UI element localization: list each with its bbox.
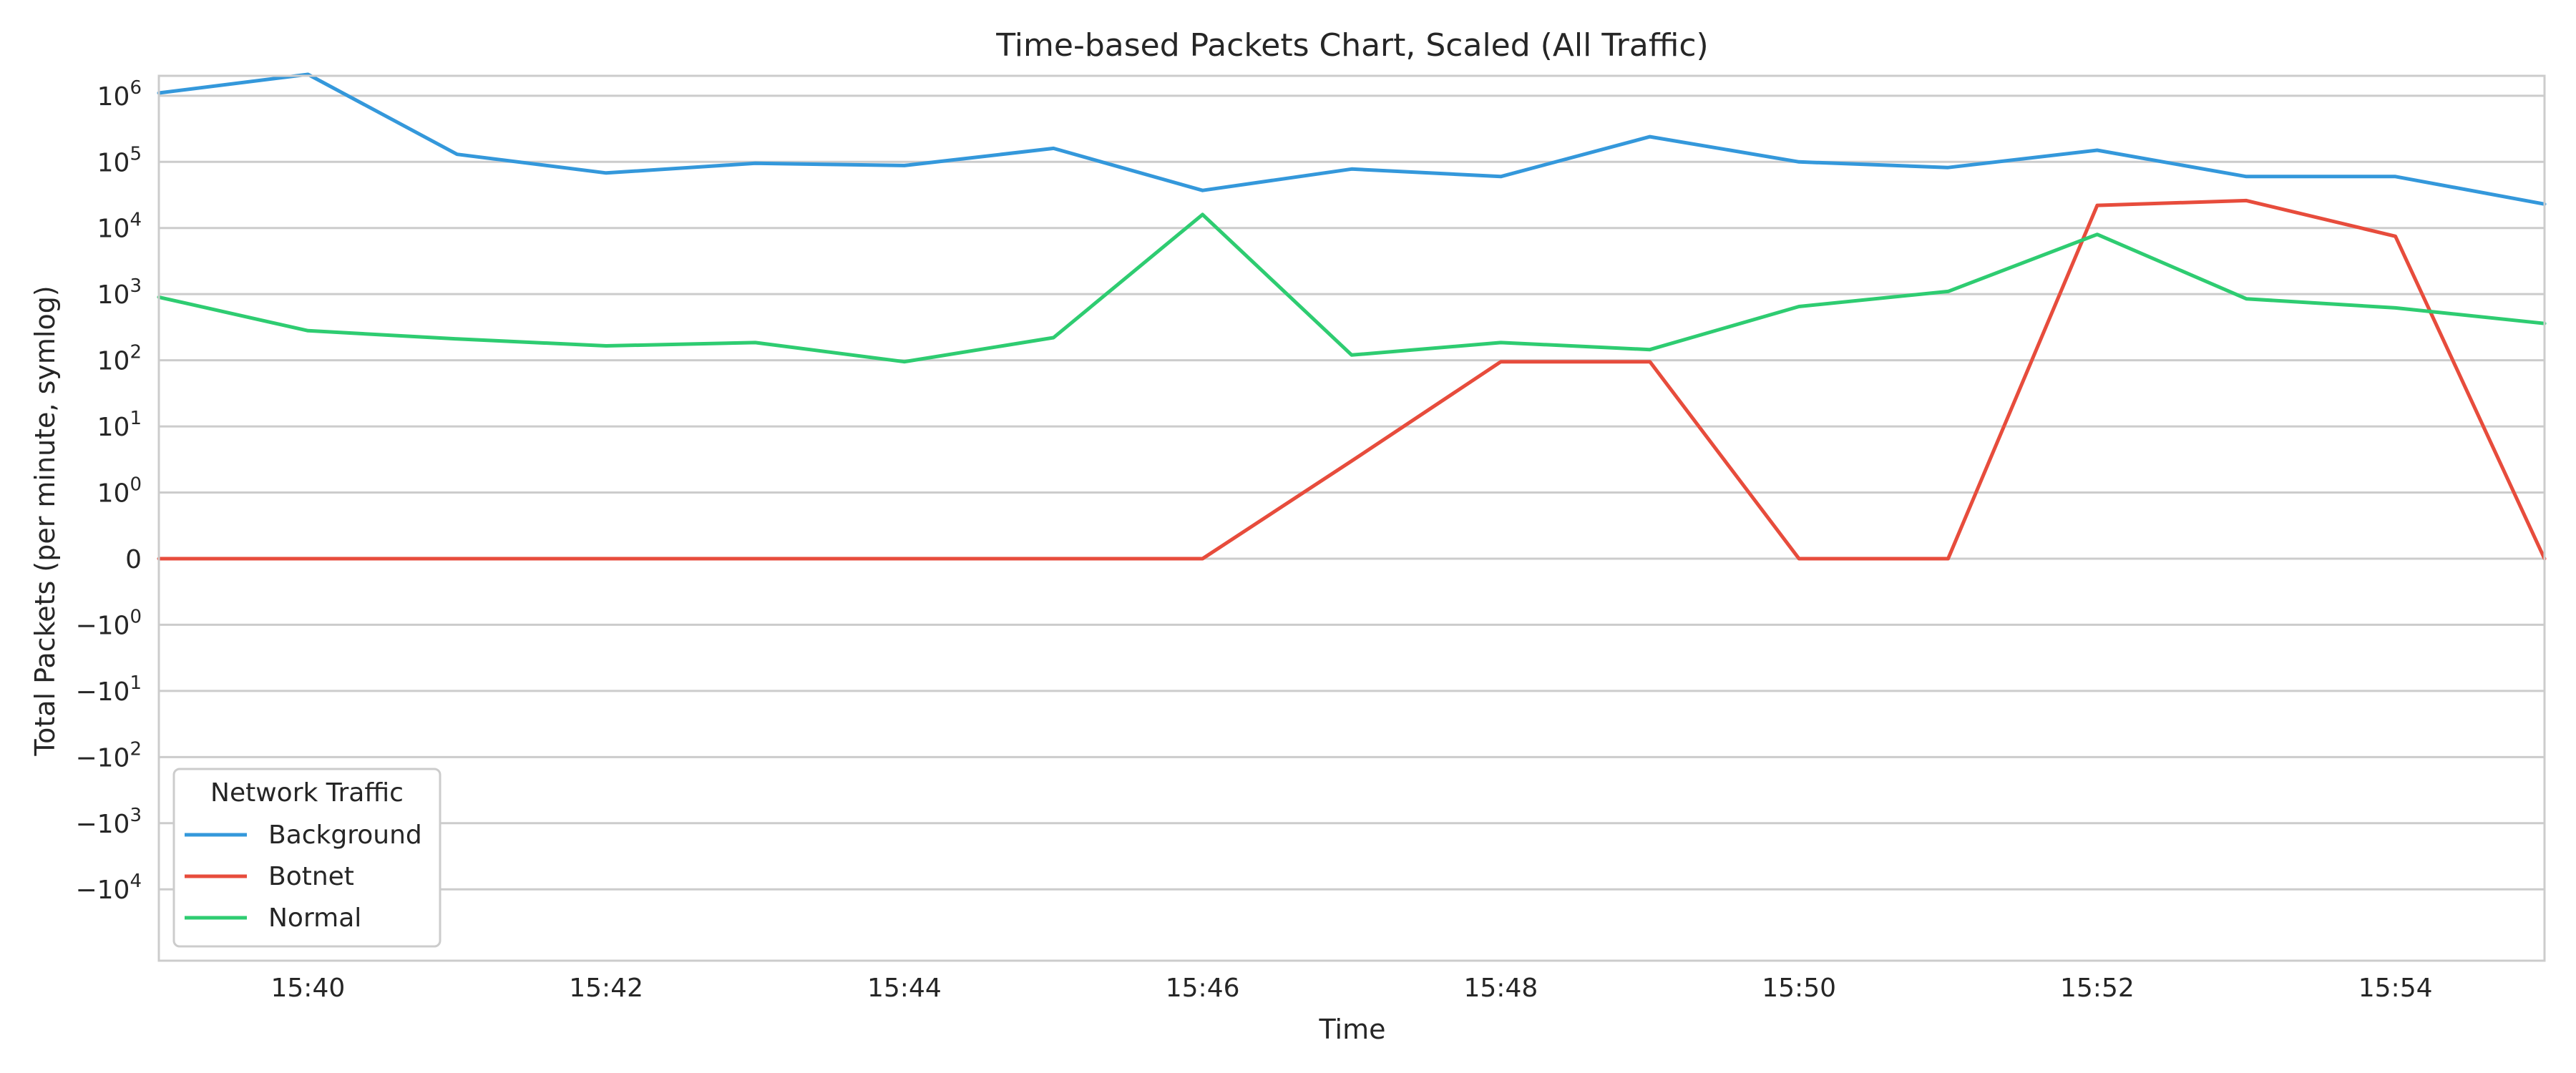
x-tick-label: 15:50 [1762,974,1836,1003]
y-tick-label: −101 [75,672,142,707]
series-layer [157,72,2547,561]
y-tick-label: 103 [97,275,142,310]
x-tick-label: 15:46 [1166,974,1240,1003]
y-tick-label: 102 [97,342,142,376]
y-tick-label: 100 [97,474,142,509]
series-line-normal [157,212,2547,364]
x-tick-label: 15:40 [271,974,346,1003]
legend-items: Background Botnet Normal [185,820,422,933]
plot-frame [157,74,2546,962]
legend: Network Traffic Background Botnet Normal [172,768,441,948]
x-tick-label: 15:44 [867,974,942,1003]
x-tick-label: 15:52 [2060,974,2135,1003]
y-tick-label: 0 [125,545,142,574]
y-tick-label: 101 [97,408,142,442]
legend-label-botnet: Botnet [268,862,354,891]
x-axis-label: Time [1319,1014,1386,1045]
series-line-botnet [157,198,2547,561]
series-line-background [157,72,2547,206]
chart-title: Time-based Packets Chart, Scaled (All Tr… [995,27,1708,64]
legend-label-background: Background [268,820,422,850]
x-tick-label: 15:48 [1464,974,1538,1003]
legend-title: Network Traffic [210,778,404,808]
y-axis-label: Total Packets (per minute, symlog) [29,285,61,756]
legend-box [172,768,441,948]
x-tick-label: 15:42 [569,974,643,1003]
x-tick-label: 15:54 [2358,974,2433,1003]
legend-label-normal: Normal [268,903,361,933]
tick-layer: 106 105 104 103 102 101 100 0 −100 −101 −102 −103 −1… [75,77,2432,1003]
y-tick-label: −100 [75,606,142,640]
y-tick-label: 104 [97,210,142,244]
y-tick-label: −104 [75,871,142,905]
y-tick-label: −103 [75,805,142,839]
y-tick-label: −102 [75,738,142,773]
y-tick-label: 105 [97,143,142,177]
y-tick-label: 106 [97,77,142,112]
